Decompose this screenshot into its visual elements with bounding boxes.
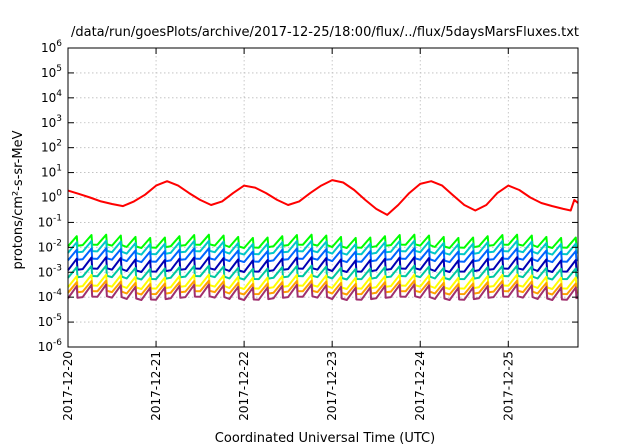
series-line-7 [67, 273, 578, 290]
series-line-8 [67, 279, 578, 296]
y-tick-label: 104 [41, 89, 62, 105]
x-tick-label: 2017-12-22 [237, 351, 251, 421]
series-line-5 [67, 256, 578, 273]
y-tick-label: 106 [41, 39, 62, 55]
y-tick-label: 10-6 [38, 338, 63, 354]
series-line-6 [67, 264, 578, 281]
series-layer [67, 179, 579, 301]
y-tick-label: 10-1 [38, 213, 62, 229]
x-axis-title: Coordinated Universal Time (UTC) [215, 431, 435, 446]
series-line-3 [67, 239, 578, 256]
ticks-layer: 10-6 10-5 10-4 10-3 10-2 10-1 100 101 102 103 104 1… [38, 39, 578, 421]
x-tick-label: 2017-12-20 [61, 351, 75, 421]
y-tick-label: 103 [41, 114, 62, 130]
series-line-2 [67, 233, 578, 249]
y-tick-label: 10-2 [38, 238, 62, 254]
y-axis-title: protons/cm²-s-sr-MeV [11, 130, 26, 269]
y-tick-label: 101 [41, 164, 62, 180]
series-line-1 [67, 179, 579, 216]
series-line-4 [67, 247, 578, 264]
chart-title: /data/run/goesPlots/archive/2017-12-25/1… [71, 25, 579, 40]
x-tick-label: 2017-12-21 [149, 351, 163, 421]
y-tick-label: 10-5 [38, 313, 62, 329]
grid [68, 48, 578, 347]
x-tick-label: 2017-12-24 [413, 351, 427, 421]
series-line-9 [67, 283, 578, 301]
y-tick-label: 10-4 [38, 288, 63, 304]
y-tick-label: 105 [41, 64, 62, 80]
y-tick-label: 102 [41, 139, 62, 155]
x-tick-label: 2017-12-25 [501, 351, 515, 421]
y-tick-label: 100 [41, 189, 62, 205]
x-tick-label: 2017-12-23 [325, 351, 339, 421]
y-tick-label: 10-3 [38, 263, 62, 279]
